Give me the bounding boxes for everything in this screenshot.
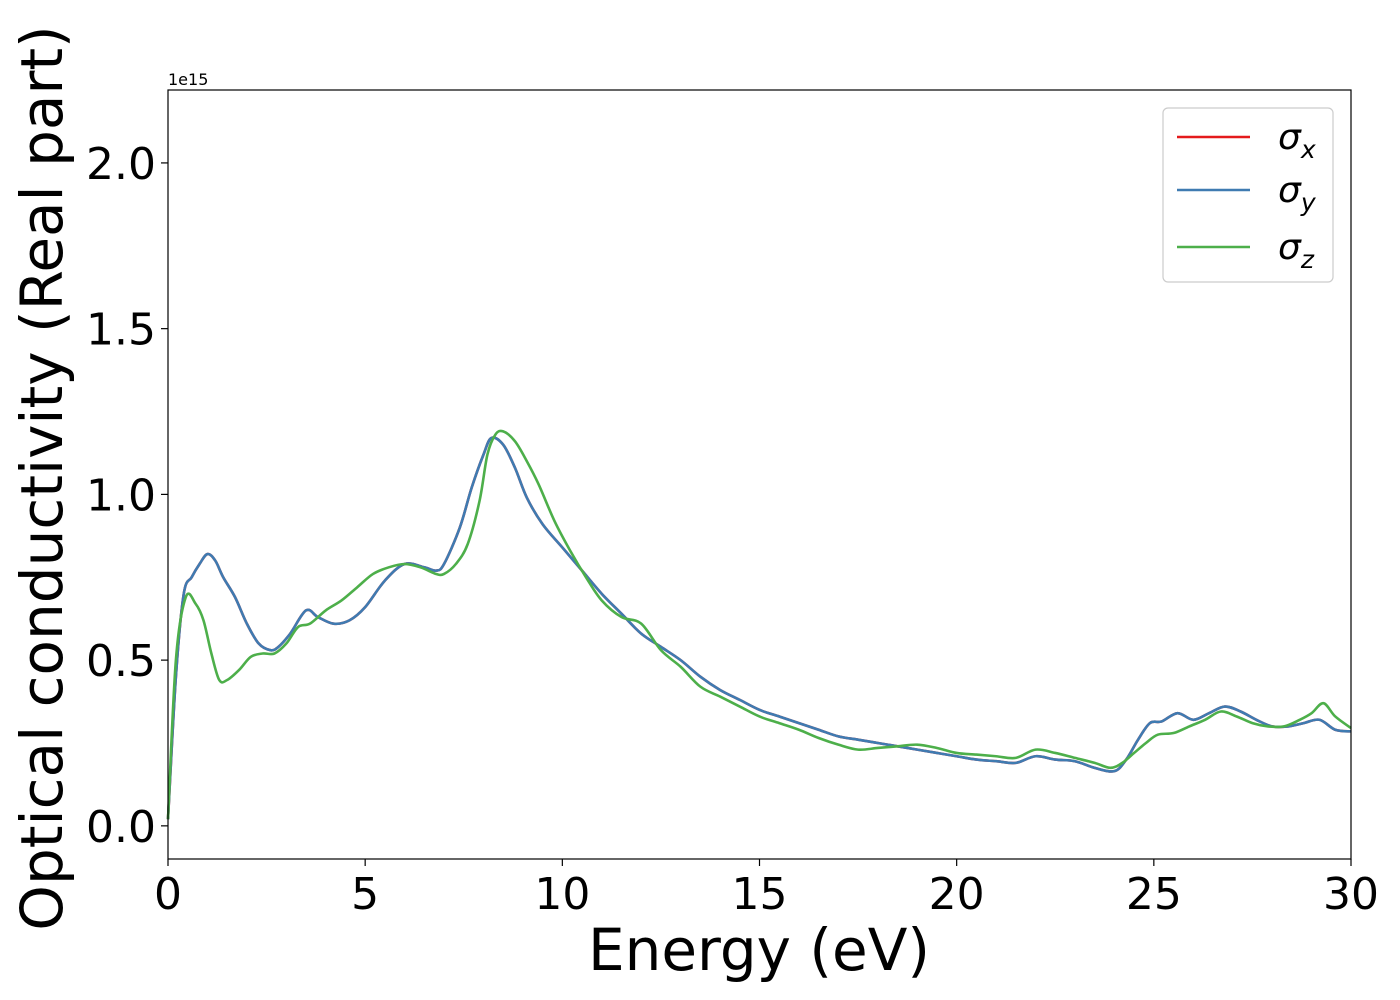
x-tick-label: 15 [732, 869, 788, 920]
y-axis-title: Optical conductivity (Real part) [8, 25, 76, 930]
x-tick-label: 25 [1126, 869, 1182, 920]
plot-background [168, 90, 1351, 859]
series-layer [166, 429, 1352, 820]
x-axis: 0 5 10 15 20 25 30 [154, 859, 1379, 920]
series-line-y [166, 436, 1352, 820]
legend-frame [1162, 107, 1334, 283]
x-tick-label: 5 [351, 869, 379, 920]
y-tick-label: 2.0 [86, 139, 156, 190]
x-tick-label: 30 [1323, 869, 1379, 920]
y-offset-text: 1e15 [168, 70, 208, 89]
series-line-z [166, 429, 1352, 820]
y-tick-label: 1.5 [86, 305, 156, 356]
x-tick-label: 0 [154, 869, 182, 920]
y-tick-label: 0.0 [86, 802, 156, 853]
x-tick-label: 20 [929, 869, 985, 920]
y-tick-label: 1.0 [86, 470, 156, 521]
x-axis-title: Energy (eV) [588, 916, 930, 984]
y-tick-label: 0.5 [86, 636, 156, 687]
x-tick-label: 10 [534, 869, 590, 920]
y-axis: 0.0 0.5 1.0 1.5 2.0 [86, 139, 168, 853]
